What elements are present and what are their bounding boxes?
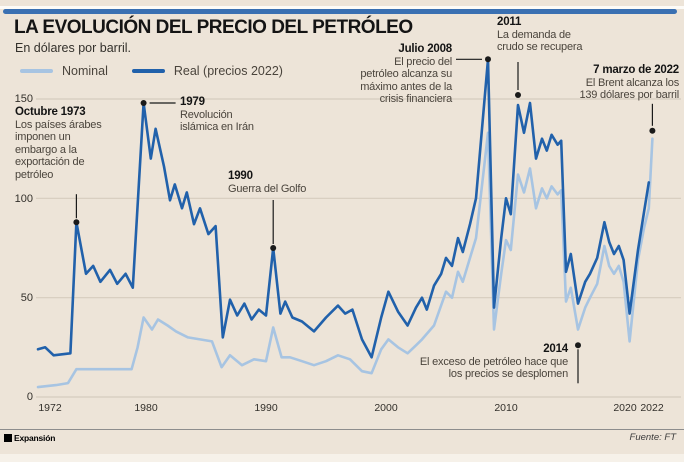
annotation-octubre-1973: Octubre 1973 Los países árabes imponen u… — [15, 106, 102, 181]
brand-logo-icon — [4, 434, 12, 442]
x-tick-2010: 2010 — [494, 402, 518, 414]
footer-divider — [0, 429, 684, 430]
legend-swatch-real — [131, 69, 165, 73]
bottom-strip — [0, 454, 684, 462]
y-tick-150: 150 — [14, 93, 33, 105]
annotation-dot-oct1973 — [73, 219, 80, 226]
series-line-real — [36, 57, 651, 359]
page-title: LA EVOLUCIÓN DEL PRECIO DEL PETRÓLEO — [14, 17, 413, 38]
y-tick-0: 0 — [26, 391, 33, 403]
brand-logo-text: Expansión — [14, 433, 56, 443]
legend-label-nominal: Nominal — [62, 64, 108, 78]
annotation-julio-2008: Julio 2008 El precio del petróleo alcanz… — [360, 43, 452, 105]
x-tick-2000: 2000 — [374, 402, 398, 414]
legend-label-real: Real (precios 2022) — [173, 64, 283, 78]
legend-swatch-nominal — [20, 69, 53, 73]
annotation-2011: 2011 La demanda de crudo se recupera — [497, 16, 583, 53]
top-white-strip — [0, 6, 684, 9]
annotation-dot-y2011 — [515, 92, 521, 98]
x-tick-1990: 1990 — [254, 402, 278, 414]
annotation-7-marzo-2022: 7 marzo de 2022 El Brent alcanza los 139… — [579, 64, 679, 101]
annotation-1979: 1979 Revolución islámica en Irán — [180, 96, 254, 133]
annotation-dot-jul2008 — [485, 56, 491, 63]
annotation-2014: 2014 El exceso de petróleo hace que los … — [419, 343, 568, 380]
x-tick-2020: 2020 — [613, 402, 637, 414]
chart-subtitle: En dólares por barril. — [15, 41, 132, 55]
brand-logo: Expansión — [4, 433, 55, 443]
top-blue-rule — [3, 9, 677, 14]
series-line-nominal — [36, 131, 654, 389]
annotation-1990: 1990 Guerra del Golfo — [228, 170, 307, 195]
x-tick-1980: 1980 — [134, 402, 158, 414]
y-tick-50: 50 — [20, 292, 33, 304]
y-tick-100: 100 — [14, 193, 33, 205]
annotation-dot-y1990 — [270, 245, 277, 251]
legend-item-real: Real (precios 2022) — [131, 64, 283, 78]
annotation-dot-y1979 — [140, 100, 147, 106]
chart-legend: Nominal Real (precios 2022) — [20, 64, 283, 78]
annotation-dot-mar2022 — [649, 127, 656, 134]
legend-item-nominal: Nominal — [20, 64, 108, 78]
x-tick-1972: 1972 — [38, 402, 62, 414]
source-credit: Fuente: FT — [629, 432, 676, 443]
annotation-dot-y2014 — [575, 342, 581, 349]
x-tick-2022: 2022 — [640, 402, 664, 414]
